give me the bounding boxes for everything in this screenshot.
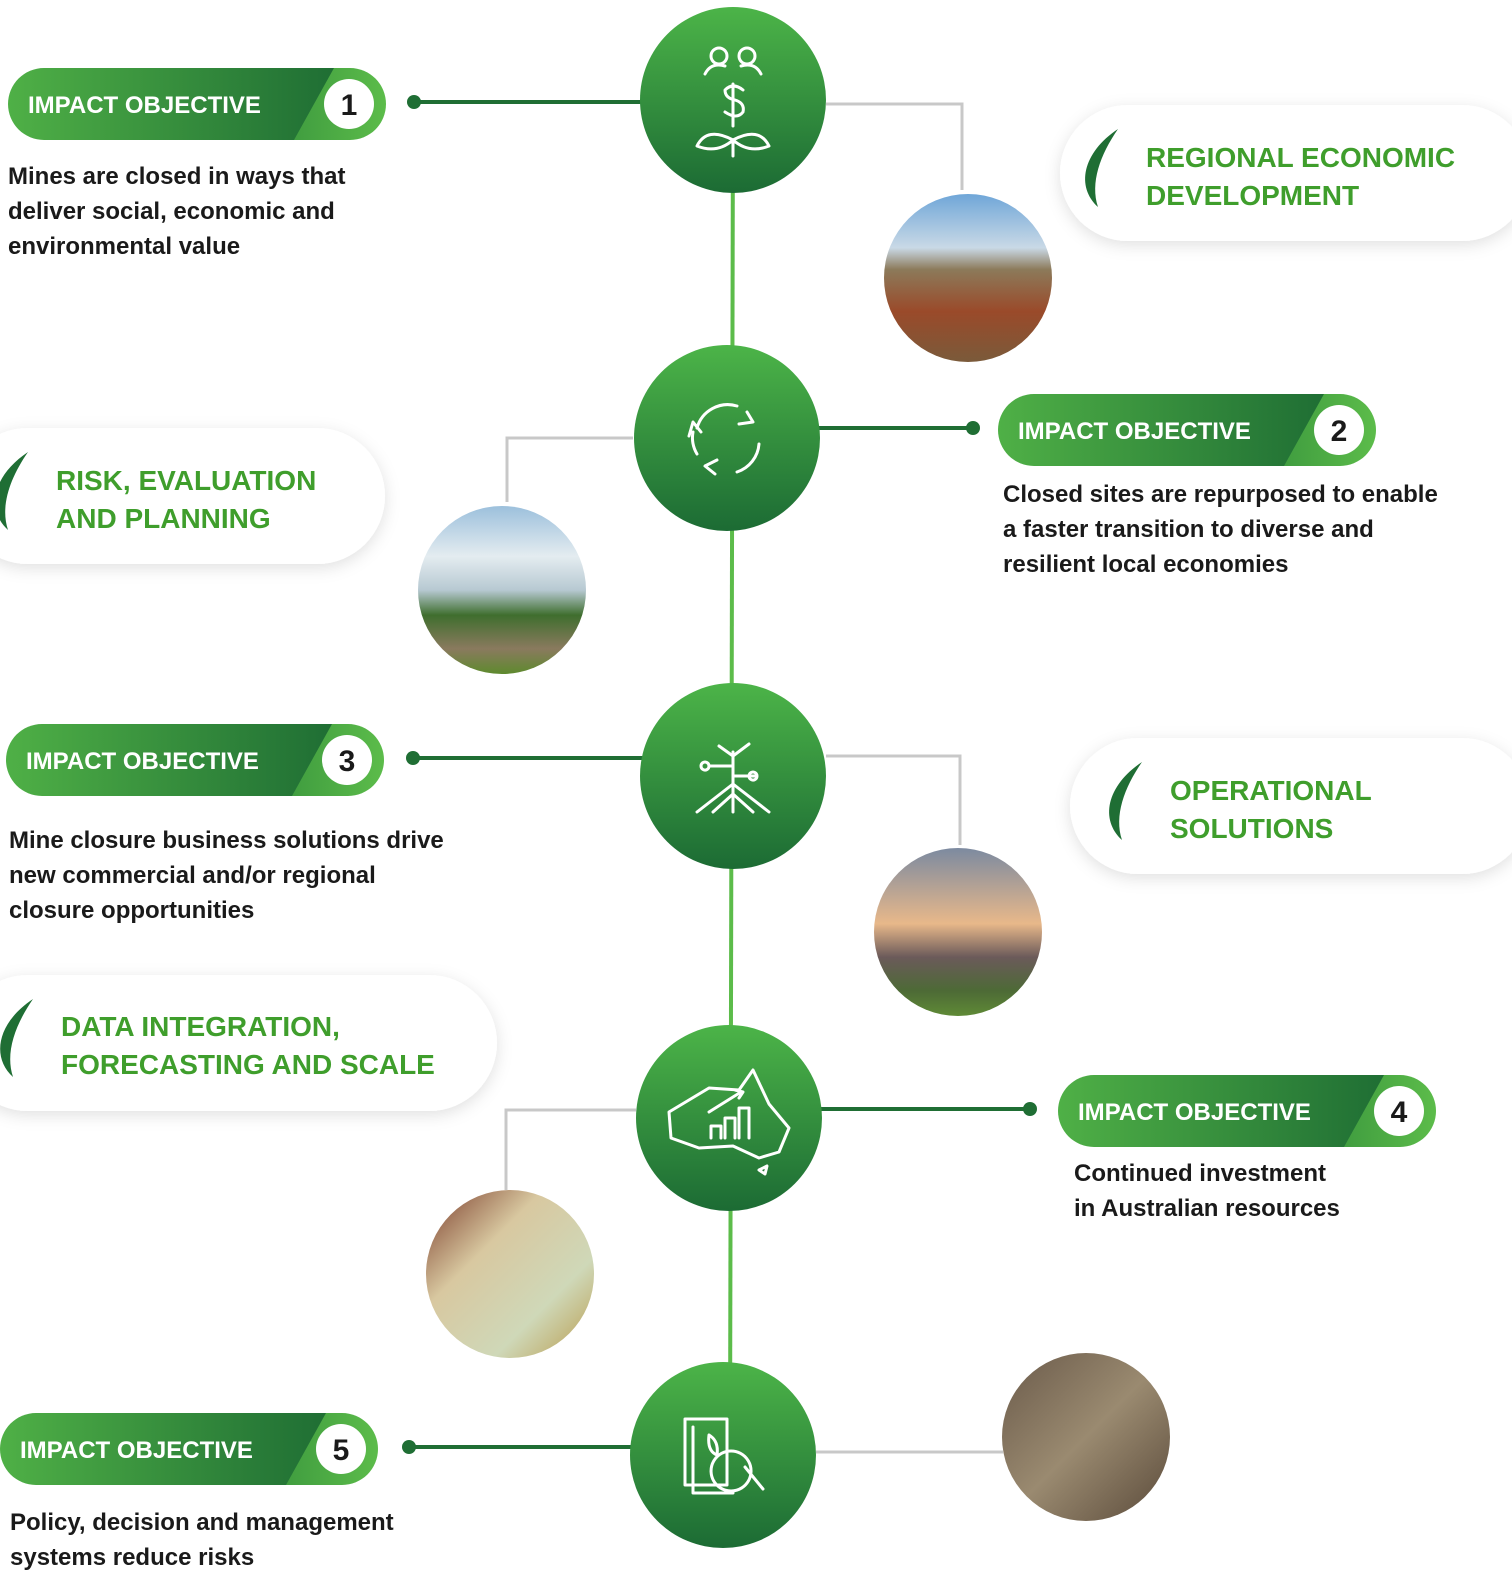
photo [1002, 1353, 1170, 1521]
objective-description: Mine closure business solutions drive [9, 827, 444, 854]
hubs [630, 7, 826, 1548]
objective-description: environmental value [8, 233, 240, 260]
objective-number: 3 [339, 745, 356, 778]
photo [874, 848, 1042, 1016]
pill-label: IMPACT OBJECTIVE [28, 92, 261, 119]
pill-label: IMPACT OBJECTIVE [20, 1437, 253, 1464]
theme-box [1070, 738, 1512, 874]
hub-circle [630, 1362, 816, 1548]
photo [426, 1190, 594, 1358]
hub [634, 345, 820, 531]
objective-pill: IMPACT OBJECTIVE 2 [998, 394, 1376, 466]
objective-pill: IMPACT OBJECTIVE 5 [0, 1413, 378, 1485]
hub [640, 7, 826, 193]
hub-circle [634, 345, 820, 531]
objective-number: 2 [1331, 415, 1348, 448]
pill-label: IMPACT OBJECTIVE [26, 748, 259, 775]
objective-description: resilient local economies [1003, 551, 1288, 578]
objective-number: 5 [333, 1434, 350, 1467]
connector-dot [966, 421, 980, 435]
photo-connector [826, 104, 962, 190]
objective-number: 4 [1391, 1096, 1408, 1129]
objective-description: a faster transition to diverse and [1003, 516, 1374, 543]
theme-title: RISK, EVALUATION [56, 465, 316, 496]
theme-title: SOLUTIONS [1170, 813, 1333, 844]
theme-title: DATA INTEGRATION, [61, 1011, 340, 1042]
theme-title: DEVELOPMENT [1146, 180, 1359, 211]
pill-label: IMPACT OBJECTIVE [1078, 1099, 1311, 1126]
photo [418, 506, 586, 674]
theme-title: FORECASTING AND SCALE [61, 1049, 435, 1080]
photo-connector [826, 756, 960, 845]
photo-connector [506, 1110, 636, 1190]
theme-title: AND PLANNING [56, 503, 271, 534]
objective-description: new commercial and/or regional [9, 862, 376, 889]
objective-description: in Australian resources [1074, 1195, 1340, 1222]
connector-dot [407, 95, 421, 109]
objective-number: 1 [341, 89, 358, 122]
hub [636, 1025, 822, 1211]
objective-pill: IMPACT OBJECTIVE 4 [1058, 1075, 1436, 1147]
theme-title: OPERATIONAL [1170, 775, 1372, 806]
objective-pill: IMPACT OBJECTIVE 3 [6, 724, 384, 796]
pill-label: IMPACT OBJECTIVE [1018, 418, 1251, 445]
objective-description: Policy, decision and management [10, 1509, 394, 1536]
infographic: REGIONAL ECONOMIC DEVELOPMENT RISK, EVALUA… [0, 0, 1512, 1593]
theme-box [0, 428, 385, 564]
connector-dot [402, 1440, 416, 1454]
objective-description: Closed sites are repurposed to enable [1003, 481, 1438, 508]
theme-title: REGIONAL ECONOMIC [1146, 142, 1455, 173]
objective-pill: IMPACT OBJECTIVE 1 [8, 68, 386, 140]
connector-dot [406, 751, 420, 765]
objective-description: deliver social, economic and [8, 198, 335, 225]
objective-description: systems reduce risks [10, 1544, 254, 1571]
photo [884, 194, 1052, 362]
objective-description: Mines are closed in ways that [8, 163, 345, 190]
hub [630, 1362, 816, 1548]
hub [640, 683, 826, 869]
objective-description: closure opportunities [9, 897, 254, 924]
objective-description: Continued investment [1074, 1160, 1326, 1187]
theme-box [0, 975, 497, 1111]
photo-connector [507, 438, 633, 502]
theme-box [1060, 105, 1512, 241]
connector-dot [1023, 1102, 1037, 1116]
